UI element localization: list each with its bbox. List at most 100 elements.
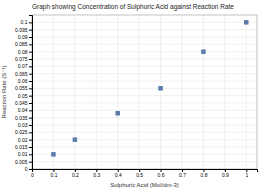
tick-label: 0.08 [18, 49, 28, 55]
tick-mark [29, 118, 32, 119]
grid-line-x [74, 15, 75, 169]
tick-label: 0.065 [15, 71, 28, 77]
tick: 0.3 [93, 169, 100, 178]
point [115, 111, 120, 116]
point [244, 20, 249, 25]
tick-label: 0.5 [136, 172, 143, 178]
tick-mark [29, 44, 32, 45]
tick-label: 0.075 [15, 56, 28, 62]
tick-mark [29, 140, 32, 141]
grid-line-y [32, 103, 257, 104]
tick: 0 [31, 169, 34, 178]
tick-label: 0.055 [15, 85, 28, 91]
tick-label: 0.035 [15, 115, 28, 121]
tick-label: 0.02 [18, 137, 28, 143]
tick-label: 0 [25, 166, 28, 172]
chart: Graph showing Concentration of Sulphuric… [0, 0, 266, 190]
tick-label: 0.6 [158, 172, 165, 178]
tick: 0.065 [15, 71, 32, 77]
tick: 0.075 [15, 56, 32, 62]
grid-line-y [32, 110, 257, 111]
tick-label: 0.01 [18, 151, 28, 157]
tick: 0.7 [179, 169, 186, 178]
plot-frame [32, 15, 257, 169]
grid-line-y [32, 154, 257, 155]
plot-area: 00.10.20.30.40.50.60.70.80.9100.0050.010… [15, 15, 258, 178]
tick-mark [29, 132, 32, 133]
tick-mark [29, 22, 32, 23]
points [51, 20, 248, 157]
grid-line-y [32, 88, 257, 89]
tick-mark [29, 110, 32, 111]
tick-label: 0.8 [200, 172, 207, 178]
grid-line-x [182, 15, 183, 169]
grid-line-y [32, 161, 257, 162]
grid-line-x [246, 15, 247, 169]
tick-label: 1 [245, 172, 248, 178]
axis-line [29, 16, 33, 170]
tick: 0.005 [15, 159, 32, 165]
grid-line-y [32, 125, 257, 126]
grid-line-y [32, 95, 257, 96]
grid-line-y [32, 81, 257, 82]
tick-label: 0.095 [15, 27, 28, 33]
tick-mark [29, 103, 32, 104]
tick: 0.6 [158, 169, 165, 178]
tick-mark [29, 52, 32, 53]
grid [32, 15, 257, 169]
tick: 0.095 [15, 27, 32, 33]
grid-line-y [32, 66, 257, 67]
tick-label: 0.7 [179, 172, 186, 178]
grid-line-y [32, 117, 257, 118]
x-axis: 0 0.1 0.2 0.3 0.4 0.5 0.6 0.7 0.8 0.9 1 [31, 169, 257, 178]
tick-label: 0.04 [18, 107, 28, 113]
grid-line-y [32, 59, 257, 60]
grid-line-y [32, 51, 257, 52]
grid-line-x [53, 15, 54, 169]
point [51, 152, 56, 157]
x-axis-title: Sulphuric Acid (Mol/dm-3) [110, 182, 179, 188]
tick-mark [29, 169, 32, 170]
tick: 0.05 [18, 93, 32, 99]
grid-line-x [160, 15, 161, 169]
tick-label: 0.07 [18, 63, 28, 69]
tick: 0.8 [200, 169, 207, 178]
tick-mark [29, 59, 32, 60]
tick: 0.5 [136, 169, 143, 178]
grid-line-y [32, 37, 257, 38]
tick-mark [29, 66, 32, 67]
tick-mark [29, 125, 32, 126]
tick: 0.01 [18, 151, 32, 157]
grid-line-y [32, 132, 257, 133]
tick-mark [29, 154, 32, 155]
tick-mark [29, 37, 32, 38]
tick: 0.08 [18, 49, 32, 55]
tick-label: 0.015 [15, 144, 28, 150]
tick-mark [29, 162, 32, 163]
grid-line-y [32, 147, 257, 148]
grid-line-y [32, 22, 257, 23]
tick: 1 [245, 169, 248, 178]
tick: 0.2 [72, 169, 79, 178]
grid-line-x [117, 15, 118, 169]
tick: 0 [25, 166, 32, 172]
tick: 0.015 [15, 144, 32, 150]
tick-label: 0.05 [18, 93, 28, 99]
tick: 0.1 [50, 169, 57, 178]
y-axis: 00.0050.010.0150.020.0250.030.0350.040.0… [15, 16, 33, 173]
tick: 0.03 [18, 122, 32, 128]
tick: 0.04 [18, 107, 32, 113]
tick: 0.4 [115, 169, 122, 178]
tick-mark [29, 74, 32, 75]
tick-label: 0.025 [15, 129, 28, 135]
grid-line-y [32, 139, 257, 140]
tick-label: 0 [31, 172, 34, 178]
tick: 0.055 [15, 85, 32, 91]
grid-line-x [139, 15, 140, 169]
point [158, 86, 163, 91]
tick-mark [29, 88, 32, 89]
tick-label: 0.06 [18, 78, 28, 84]
tick-label: 0.045 [15, 100, 28, 106]
grid-line-y [32, 44, 257, 45]
tick-label: 0.9 [222, 172, 229, 178]
